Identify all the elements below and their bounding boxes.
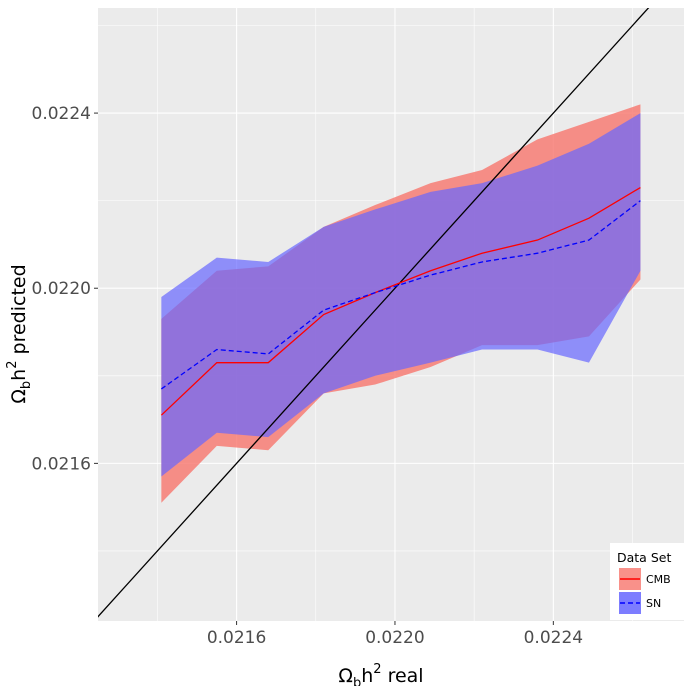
x-tick-label: 0.0224 (524, 628, 583, 648)
series-lines (160, 186, 641, 416)
y-tick-label: 0.0216 (32, 454, 91, 474)
legend-title: Data Set (617, 550, 671, 565)
y-tick-label: 0.0224 (32, 104, 91, 124)
x-tick-label: 0.0216 (207, 628, 266, 648)
x-tick-label: 0.0220 (365, 628, 424, 648)
y-tick-label: 0.0220 (32, 279, 91, 299)
identity-line (98, 8, 650, 618)
identity-line-group (98, 8, 650, 618)
legend-label-cmb: CMB (646, 573, 671, 586)
band-sn (161, 113, 641, 477)
y-axis-title: Ωbh2 predicted (5, 264, 34, 403)
legend: Data Set CMB SN (610, 543, 691, 620)
series-line-cmb (160, 186, 641, 416)
confidence-bands (161, 104, 641, 503)
legend-label-sn: SN (646, 597, 661, 610)
x-axis-title: Ωbh2 real (338, 662, 423, 686)
axes: 0.0216 0.0220 0.0224 0.0216 0.0220 0.0224 (32, 104, 584, 648)
series-line-sn (160, 200, 641, 390)
